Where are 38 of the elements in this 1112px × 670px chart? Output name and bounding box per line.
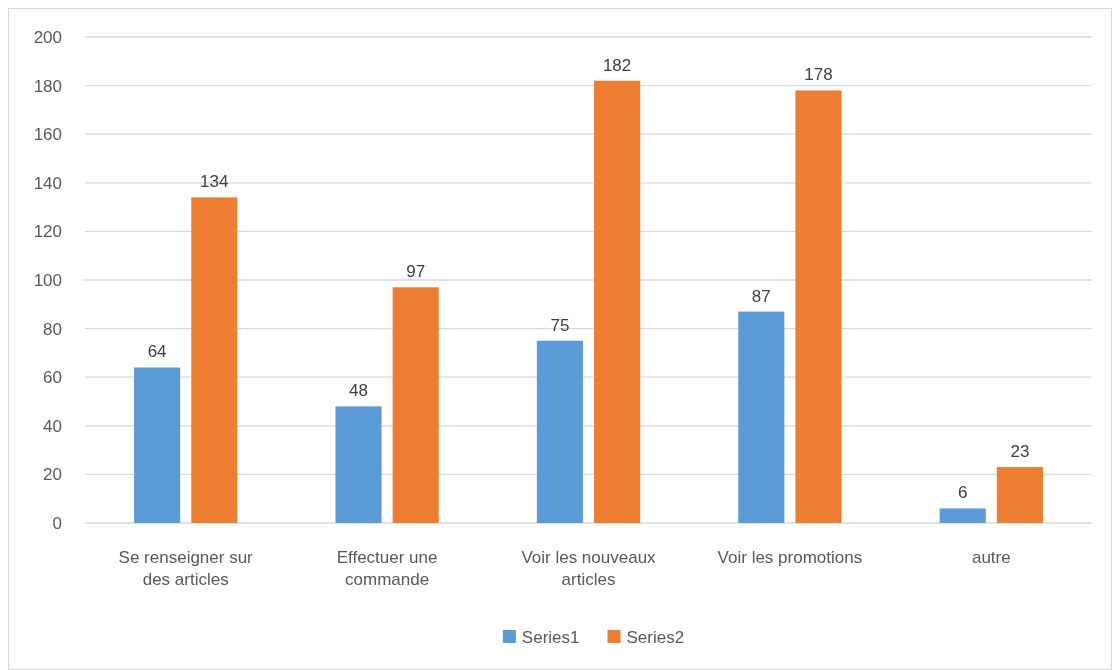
- y-tick-label: 100: [33, 270, 62, 290]
- data-label: 87: [751, 286, 771, 306]
- x-tick-label: Se renseigner sur des articles: [118, 548, 254, 589]
- bar: [738, 311, 785, 523]
- legend-label: Series1: [521, 627, 580, 647]
- bar: [134, 367, 181, 523]
- x-tick-label: Effectuer une commande: [336, 548, 438, 589]
- y-tick-label: 0: [52, 513, 62, 533]
- y-tick-label: 80: [43, 319, 62, 339]
- y-tick-label: 60: [43, 368, 62, 388]
- data-label: 97: [406, 262, 426, 282]
- bar: [191, 197, 238, 523]
- data-label: 23: [1010, 442, 1030, 462]
- bar: [392, 287, 439, 523]
- legend-label: Series2: [626, 627, 685, 647]
- data-label: 178: [804, 65, 833, 85]
- data-label: 64: [147, 342, 167, 362]
- data-label: 182: [602, 55, 632, 75]
- bar: [795, 90, 842, 523]
- y-tick-label: 140: [33, 173, 62, 193]
- data-label: 134: [200, 172, 229, 192]
- y-tick-label: 200: [33, 27, 62, 47]
- y-tick-label: 40: [43, 416, 62, 436]
- bar: [996, 467, 1043, 523]
- data-label: 75: [550, 315, 570, 335]
- data-label: 48: [349, 381, 368, 401]
- x-tick-label: Voir les nouveaux articles: [521, 548, 657, 589]
- bar: [335, 406, 382, 523]
- data-label: 6: [957, 483, 968, 503]
- x-tick-label: autre: [971, 548, 1011, 567]
- y-tick-label: 180: [33, 76, 62, 96]
- bar: [939, 508, 986, 523]
- y-tick-label: 120: [33, 222, 62, 242]
- x-tick-label: Voir les promotions: [717, 548, 863, 567]
- bar: [536, 340, 583, 523]
- y-tick-label: 20: [43, 465, 62, 485]
- y-tick-label: 160: [33, 125, 62, 145]
- bar: [594, 80, 641, 523]
